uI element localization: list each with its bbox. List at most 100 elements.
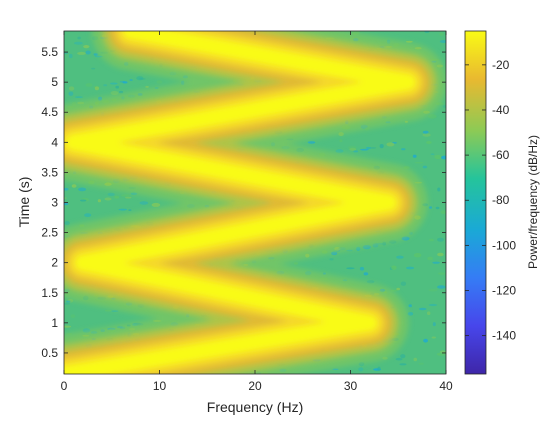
noise-speck (119, 80, 126, 83)
noise-speck (360, 148, 369, 151)
x-tick-label: 20 (248, 379, 262, 393)
noise-speck (365, 146, 372, 150)
noise-speck (412, 154, 417, 158)
noise-speck (329, 258, 334, 261)
y-axis: 0.5 1 1.5 2 2.5 3 3.5 4 4.5 5 5.5 (41, 45, 446, 360)
noise-speck (434, 154, 442, 160)
noise-speck (64, 302, 71, 305)
noise-speck (435, 206, 440, 210)
noise-speck (136, 76, 144, 81)
y-tick-label: 4 (51, 135, 58, 149)
colorbar-tick-label: -100 (492, 238, 516, 252)
noise-speck (396, 287, 401, 291)
noise-speck (428, 114, 437, 119)
noise-speck (386, 142, 395, 147)
ridge-core (64, 31, 416, 374)
noise-speck (430, 153, 435, 155)
noise-speck (121, 194, 130, 197)
noise-speck (68, 86, 75, 91)
noise-speck (69, 53, 73, 59)
noise-speck (379, 144, 384, 149)
noise-speck (139, 78, 146, 80)
noise-speck (439, 32, 444, 36)
noise-speck (428, 288, 438, 292)
noise-speck (332, 368, 339, 371)
noise-speck (71, 184, 77, 188)
x-tick-label: 0 (61, 379, 68, 393)
noise-speck (436, 352, 446, 356)
x-tick-label: 40 (439, 379, 453, 393)
noise-speck (74, 96, 83, 98)
y-tick-label: 0.5 (41, 346, 58, 360)
noise-speck (83, 45, 90, 49)
y-tick-label: 5 (51, 75, 58, 89)
noise-speck (428, 206, 433, 209)
noise-speck (427, 256, 434, 261)
noise-speck (428, 303, 438, 307)
noise-speck (78, 187, 87, 192)
noise-speck (93, 53, 98, 56)
colorbar-label: Power/frequency (dB/Hz) (526, 135, 540, 269)
noise-speck (128, 209, 132, 212)
noise-speck (391, 265, 397, 270)
noise-speck (335, 149, 344, 153)
noise-speck (424, 31, 430, 33)
noise-speck (145, 86, 149, 88)
noise-speck (427, 311, 431, 316)
noise-speck (85, 50, 91, 55)
y-tick-label: 4.5 (41, 105, 58, 119)
noise-speck (74, 41, 83, 45)
noise-speck (346, 267, 355, 270)
noise-speck (307, 141, 316, 144)
noise-speck (407, 312, 414, 316)
noise-speck (377, 366, 381, 371)
noise-speck (437, 285, 446, 289)
noise-speck (359, 266, 365, 271)
noise-speck (432, 261, 440, 264)
noise-speck (119, 90, 124, 94)
noise-speck (122, 81, 128, 84)
noise-speck (413, 253, 422, 258)
y-tick-label: 2.5 (41, 226, 58, 240)
colorbar-tick-label: -140 (492, 329, 516, 343)
noise-speck (94, 86, 99, 91)
noise-speck (114, 195, 120, 199)
y-tick-label: 3 (51, 196, 58, 210)
noise-speck (440, 210, 446, 215)
noise-speck (107, 192, 115, 196)
noise-speck (400, 281, 407, 286)
noise-speck (66, 300, 71, 303)
noise-speck (438, 272, 446, 275)
y-tick-label: 3.5 (41, 165, 58, 179)
noise-speck (366, 280, 375, 284)
noise-speck (437, 237, 444, 242)
noise-speck (358, 367, 364, 372)
y-tick-label: 2 (51, 256, 58, 270)
noise-speck (139, 201, 149, 205)
colorbar-tick-label: -20 (492, 58, 510, 72)
noise-speck (97, 199, 101, 203)
noise-speck (77, 51, 86, 55)
noise-speck (428, 238, 434, 242)
noise-speck (118, 208, 128, 211)
colorbar-tick-label: -60 (492, 148, 510, 162)
noise-speck (110, 90, 119, 96)
noise-speck (422, 165, 428, 169)
noise-speck (390, 289, 398, 292)
noise-speck (85, 83, 93, 87)
noise-speck (408, 304, 412, 308)
y-tick-label: 1 (51, 316, 58, 330)
x-axis: 0 10 20 30 40 (61, 31, 453, 393)
noise-speck (115, 85, 119, 89)
y-tick-label: 1.5 (41, 286, 58, 300)
noise-speck (395, 357, 403, 361)
noise-speck (396, 255, 404, 259)
noise-speck (418, 362, 424, 365)
noise-speck (68, 91, 74, 96)
noise-speck (439, 40, 446, 43)
colorbar-tick-label: -40 (492, 103, 510, 117)
noise-speck (400, 354, 406, 359)
noise-speck (363, 272, 369, 276)
noise-speck (353, 150, 359, 153)
noise-speck (70, 314, 76, 318)
